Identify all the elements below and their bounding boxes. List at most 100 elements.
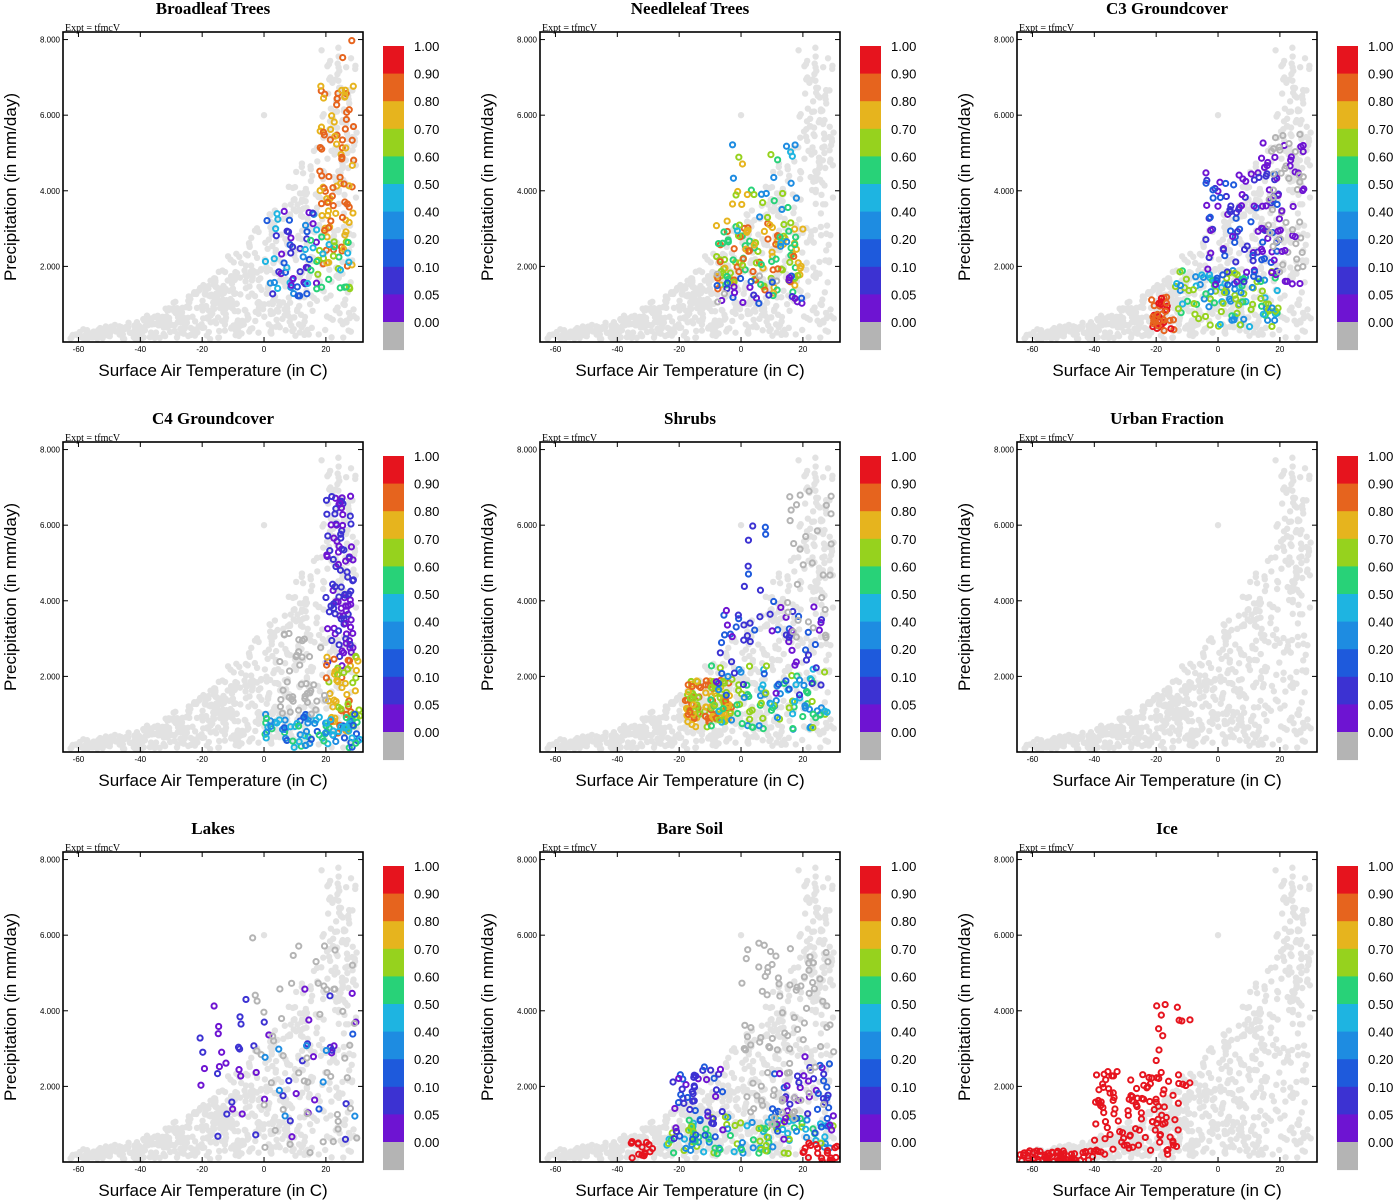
background-point [692, 744, 700, 751]
data-point [305, 653, 314, 661]
data-point [1217, 307, 1225, 316]
data-point [1201, 312, 1210, 321]
background-point [95, 326, 102, 334]
data-point [352, 739, 360, 747]
background-point [94, 335, 101, 342]
background-point [254, 299, 261, 307]
background-point [182, 303, 190, 311]
data-point [1176, 281, 1185, 290]
data-point [329, 184, 337, 192]
background-point [236, 663, 243, 671]
background-point [1085, 332, 1093, 340]
data-point [313, 697, 321, 705]
background-point [1157, 332, 1165, 339]
background-point [1282, 334, 1289, 341]
data-point [723, 272, 731, 281]
background-point [241, 716, 248, 724]
background-point [213, 694, 220, 701]
background-point [1294, 210, 1302, 217]
data-point [290, 743, 298, 751]
background-point [295, 642, 302, 650]
data-point [1229, 232, 1237, 241]
colorbar-label: 0.70 [414, 532, 439, 547]
data-point [744, 226, 752, 234]
background-point [1236, 327, 1243, 334]
background-point [1114, 330, 1121, 338]
data-point [716, 258, 724, 266]
background-point [827, 716, 834, 723]
background-point [210, 299, 217, 306]
background-point [350, 312, 358, 320]
background-point [797, 287, 804, 295]
data-point [1237, 202, 1246, 210]
data-point [302, 727, 311, 736]
background-point [644, 738, 651, 746]
colorbar-swatch [383, 46, 404, 75]
data-point [1198, 271, 1206, 279]
background-point [1280, 224, 1287, 232]
data-point [767, 150, 775, 159]
background-point [637, 330, 644, 338]
background-point [778, 728, 785, 735]
colorbar-swatch [860, 211, 881, 240]
data-point [1267, 147, 1276, 155]
background-point [232, 684, 240, 691]
y-axis-title: Precipitation (in mm/day) [955, 93, 974, 281]
background-point [211, 728, 218, 735]
data-point [1189, 286, 1197, 294]
background-point [252, 718, 259, 726]
background-point [218, 700, 226, 708]
background-point [215, 678, 223, 686]
colorbar-swatch [860, 322, 881, 351]
data-point [319, 250, 327, 258]
background-point [778, 294, 785, 301]
background-point [822, 737, 829, 744]
background-point [291, 183, 299, 191]
background-point [810, 239, 817, 246]
background-point [222, 310, 229, 318]
background-point [215, 334, 223, 341]
colorbar-swatch [383, 211, 404, 240]
data-point [750, 190, 758, 199]
background-point [807, 173, 814, 181]
background-point [1281, 292, 1288, 299]
background-point [237, 291, 244, 298]
background-point [690, 284, 697, 291]
background-point [167, 738, 174, 746]
background-point [141, 737, 149, 744]
data-point [339, 245, 348, 253]
background-point [549, 331, 556, 338]
data-point [743, 190, 751, 199]
background-point [564, 333, 572, 341]
x-axis-title: Surface Air Temperature (in C) [98, 361, 327, 380]
plot-frame [62, 31, 364, 343]
background-point [1087, 325, 1095, 333]
background-point [260, 521, 268, 529]
data-point [768, 278, 776, 286]
background-point [824, 55, 832, 62]
background-point [266, 266, 274, 274]
background-point [584, 733, 592, 740]
background-point [321, 326, 329, 334]
data-point [354, 657, 362, 665]
background-point [818, 191, 825, 199]
background-point [1222, 330, 1229, 337]
x-tick-label: -40 [135, 755, 147, 764]
background-point [308, 172, 316, 180]
background-point [318, 47, 325, 54]
data-point [287, 281, 295, 289]
background-point [767, 325, 774, 333]
background-point [1302, 241, 1309, 249]
background-point [828, 135, 835, 142]
background-point [668, 318, 676, 325]
experiment-label: Expt = tfmcV [1019, 23, 1075, 34]
background-point [750, 316, 757, 324]
data-point [346, 623, 355, 631]
background-point [140, 727, 148, 734]
data-point [332, 737, 340, 746]
background-point [341, 191, 348, 199]
data-point [307, 266, 315, 274]
background-point [676, 297, 683, 304]
background-point [327, 292, 334, 299]
background-point [821, 559, 828, 567]
